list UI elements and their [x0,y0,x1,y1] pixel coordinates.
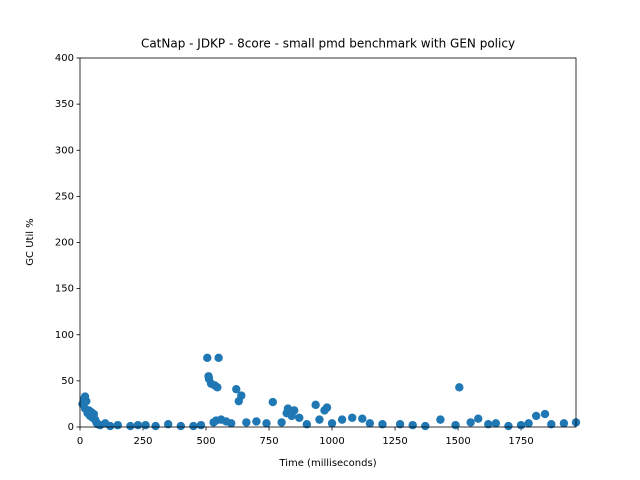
point [436,415,445,424]
point [474,414,483,423]
chart-title: CatNap - JDKP - 8core - small pmd benchm… [141,37,515,51]
point [547,420,556,429]
y-tick-label: 100 [55,330,74,341]
point [203,353,212,363]
point [214,353,223,363]
point [242,418,251,427]
point [290,406,299,415]
point [141,420,150,430]
y-axis-label: GC Util % [25,218,36,265]
point [395,420,405,429]
point [126,421,135,431]
point [484,420,493,429]
x-tick-label: 0 [77,436,83,447]
point [322,403,332,412]
y-tick-label: 200 [55,238,74,249]
point [133,420,143,430]
y-tick-label: 250 [55,191,74,202]
point [455,383,464,392]
point [347,413,357,422]
point [227,419,236,428]
point [213,383,222,392]
point [531,411,541,421]
point [451,420,460,430]
x-tick-label: 1500 [445,436,470,447]
point [504,421,513,431]
point [559,419,569,428]
point [337,415,347,424]
point [295,413,304,422]
point [106,421,115,431]
x-tick-label: 750 [259,436,278,447]
point [491,419,501,428]
x-tick-label: 500 [196,436,215,447]
point [358,414,367,423]
x-tick-label: 1250 [382,436,407,447]
point [196,420,206,430]
y-tick-label: 400 [55,53,74,64]
x-tick-label: 1750 [508,436,533,447]
point [189,421,198,431]
point [378,420,387,429]
point [237,391,246,400]
point [421,421,430,431]
point [232,384,241,394]
point [327,419,337,428]
x-axis-label: Time (milliseconds) [278,458,376,469]
point [176,421,186,431]
point [302,420,312,429]
axes-frame [79,57,577,428]
y-tick-label: 50 [61,376,74,387]
point [262,419,271,428]
point [311,400,320,410]
point [82,396,91,406]
point [466,418,475,427]
y-tick-label: 300 [55,145,74,156]
point [277,418,286,427]
x-tick-label: 250 [133,436,152,447]
y-tick-label: 0 [68,422,74,433]
point [365,419,375,428]
point [516,420,526,430]
point [283,404,293,413]
point [164,420,173,429]
y-tick-label: 350 [55,99,74,110]
y-tick-label: 150 [55,284,74,295]
point [113,420,123,430]
point [524,419,533,428]
point [408,420,417,430]
point [151,421,160,431]
point [540,409,550,419]
x-tick-label: 1000 [319,436,344,447]
point [268,397,278,407]
point [315,415,324,424]
point [252,417,261,426]
